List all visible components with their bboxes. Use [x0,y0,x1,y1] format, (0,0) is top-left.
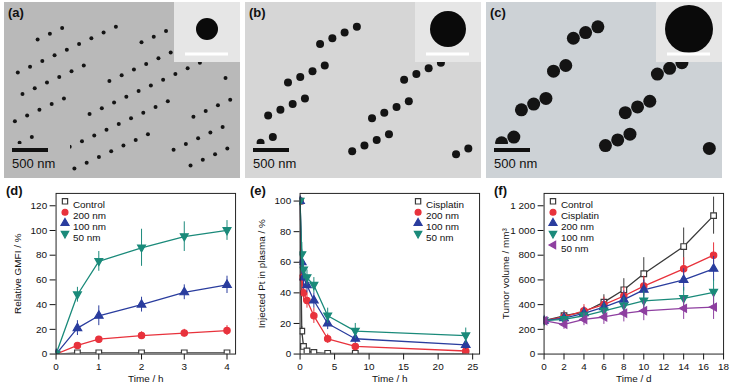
svg-text:8: 8 [621,361,627,372]
svg-text:1: 1 [96,361,102,372]
svg-text:50 nm: 50 nm [561,243,589,254]
svg-text:0: 0 [53,361,59,372]
svg-text:60: 60 [36,274,48,285]
svg-text:200 nm: 200 nm [73,210,106,221]
svg-text:Cisplatin: Cisplatin [426,199,464,210]
svg-text:16: 16 [698,361,710,372]
svg-text:400: 400 [519,299,536,310]
svg-text:2: 2 [561,361,567,372]
svg-text:3: 3 [182,361,188,372]
svg-text:50 nm: 50 nm [73,232,101,243]
svg-text:Cisplatin: Cisplatin [561,210,599,221]
svg-text:20: 20 [280,318,292,329]
svg-text:2: 2 [139,361,145,372]
svg-text:Time / d: Time / d [616,373,651,384]
svg-text:12: 12 [658,361,670,372]
svg-text:50 nm: 50 nm [426,232,454,243]
svg-text:0: 0 [541,361,547,372]
svg-text:100: 100 [31,225,48,236]
svg-text:20: 20 [36,324,48,335]
html-text:(d): (d) [6,183,23,198]
svg-text:100 nm: 100 nm [73,221,106,232]
svg-text:800: 800 [519,249,536,260]
svg-text:40: 40 [36,299,48,310]
svg-text:60: 60 [280,256,292,267]
svg-text:Control: Control [73,199,105,210]
svg-text:18: 18 [718,361,730,372]
svg-text:200 nm: 200 nm [561,221,594,232]
svg-text:(c): (c) [490,5,506,20]
svg-text:80: 80 [36,249,48,260]
html-text:(f): (f) [494,183,507,198]
svg-text:80: 80 [280,226,292,237]
svg-text:(b): (b) [249,5,266,20]
html-text:(e): (e) [250,183,266,198]
svg-text:0: 0 [42,348,48,359]
svg-text:500 nm: 500 nm [494,156,537,171]
svg-text:10: 10 [638,361,650,372]
svg-text:500 nm: 500 nm [12,156,55,171]
svg-text:6: 6 [601,361,607,372]
svg-text:20: 20 [433,361,445,372]
svg-text:120: 120 [31,200,48,211]
svg-text:Tumor volume / mm³: Tumor volume / mm³ [500,228,511,320]
svg-text:1 200: 1 200 [510,200,535,211]
svg-text:Relative GMFI / %: Relative GMFI / % [12,233,23,314]
svg-text:Injected Pt in plasma / %: Injected Pt in plasma / % [256,219,267,328]
svg-text:0: 0 [297,361,303,372]
svg-text:Time / h: Time / h [372,373,407,384]
svg-text:14: 14 [678,361,690,372]
svg-text:0: 0 [286,348,292,359]
svg-text:4: 4 [224,361,230,372]
svg-text:10: 10 [364,361,376,372]
svg-text:(a): (a) [8,5,24,20]
svg-text:100: 100 [275,195,292,206]
svg-text:40: 40 [280,287,292,298]
svg-text:4: 4 [581,361,587,372]
svg-text:200 nm: 200 nm [426,210,459,221]
svg-text:500 nm: 500 nm [253,156,296,171]
svg-text:Time / h: Time / h [128,373,163,384]
svg-text:0: 0 [530,348,536,359]
svg-text:Control: Control [561,199,593,210]
svg-text:5: 5 [332,361,338,372]
svg-text:100 nm: 100 nm [426,221,459,232]
svg-text:25: 25 [467,361,479,372]
svg-text:15: 15 [398,361,410,372]
svg-text:100 nm: 100 nm [561,232,594,243]
svg-text:200: 200 [519,324,536,335]
svg-text:600: 600 [519,274,536,285]
svg-text:1 000: 1 000 [510,225,535,236]
